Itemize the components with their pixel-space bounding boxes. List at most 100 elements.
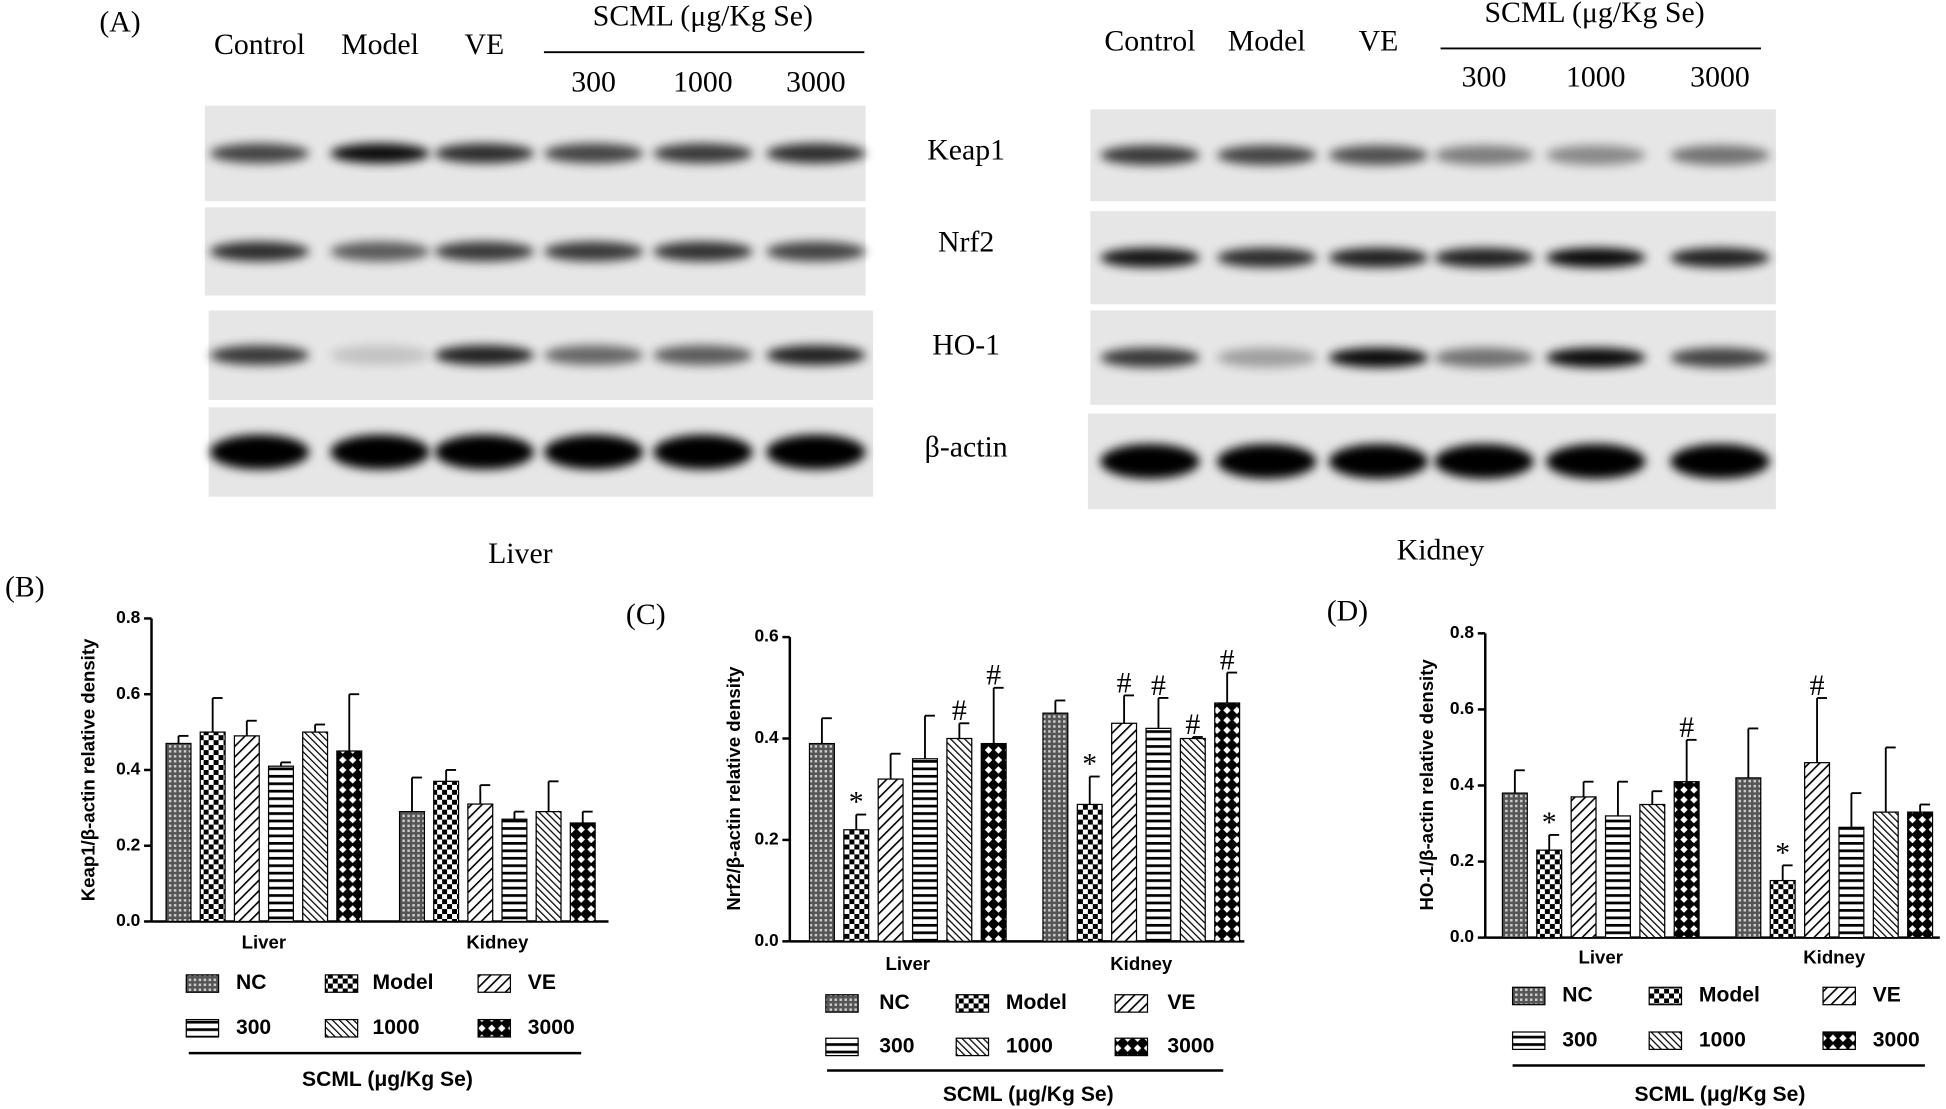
bar bbox=[569, 822, 596, 923]
blot-strip bbox=[1090, 211, 1776, 305]
dose-label: 3000 bbox=[786, 65, 846, 98]
legend-label: NC bbox=[879, 991, 909, 1014]
legend-swatch bbox=[477, 974, 512, 993]
western-blot: (A) Control Model VE SCML (μg/Kg Se) 300 1000 3… bbox=[99, 0, 1776, 570]
bar-charts: (B) Keap1/β-actin relative density 0.0 0.2 0… bbox=[5, 571, 1940, 1106]
error-bar bbox=[1157, 697, 1169, 729]
bar bbox=[433, 780, 460, 923]
legend-label: VE bbox=[528, 971, 556, 994]
lane-label: Control bbox=[1104, 24, 1195, 57]
legend-swatch bbox=[825, 1037, 859, 1057]
error-bar bbox=[958, 722, 970, 739]
legend-swatch bbox=[324, 1018, 359, 1038]
blot-strip bbox=[1087, 413, 1776, 510]
blot-band bbox=[543, 434, 644, 470]
blot-band bbox=[1328, 247, 1429, 268]
error-bar bbox=[1088, 775, 1100, 805]
bar bbox=[946, 737, 973, 942]
bar bbox=[267, 765, 295, 923]
legend-title: SCML (μg/Kg Se) bbox=[302, 1068, 473, 1091]
blot-band bbox=[766, 143, 866, 164]
blot-band bbox=[1546, 443, 1646, 479]
blot-strip bbox=[204, 105, 866, 202]
legend-swatch bbox=[955, 994, 990, 1013]
error-bar bbox=[1226, 671, 1238, 704]
blot-band bbox=[330, 345, 430, 366]
legend-label: 300 bbox=[236, 1016, 271, 1039]
legend-title: SCML (μg/Kg Se) bbox=[943, 1083, 1114, 1106]
protein-label: β-actin bbox=[925, 430, 1008, 463]
blot-band bbox=[1217, 347, 1317, 368]
error-bar bbox=[1781, 864, 1793, 881]
blot-band bbox=[1100, 347, 1200, 368]
bar bbox=[398, 811, 426, 923]
blot-band bbox=[330, 434, 430, 470]
legend-label: 1000 bbox=[1006, 1034, 1053, 1057]
x-tick-label: Kidney bbox=[1803, 947, 1866, 968]
bar bbox=[1111, 722, 1138, 942]
lane-label: Control bbox=[214, 28, 305, 61]
bar bbox=[1872, 811, 1899, 939]
error-bar bbox=[1747, 727, 1759, 778]
blot-band bbox=[1434, 247, 1534, 268]
blot-band bbox=[330, 241, 430, 262]
error-bar bbox=[1816, 697, 1827, 763]
error-bar bbox=[479, 784, 491, 805]
legend-label: Model bbox=[373, 971, 434, 994]
bar bbox=[1145, 727, 1172, 942]
y-tick-label: 0.0 bbox=[116, 910, 140, 930]
blot-band bbox=[1434, 347, 1534, 368]
y-tick-label: 0.2 bbox=[1450, 850, 1474, 870]
y-tick-label: 0.8 bbox=[1450, 622, 1474, 642]
error-bar bbox=[245, 719, 257, 736]
bar bbox=[911, 758, 939, 942]
blot-band bbox=[653, 345, 753, 366]
error-bar bbox=[1919, 803, 1931, 813]
legend-swatch bbox=[1822, 1031, 1856, 1051]
error-bar bbox=[547, 780, 559, 812]
legend-label: Model bbox=[1699, 984, 1760, 1007]
error-bar bbox=[992, 686, 1004, 744]
y-tick-label: 0.6 bbox=[116, 683, 140, 703]
bar bbox=[1214, 702, 1241, 942]
blot-band bbox=[1328, 347, 1429, 368]
significance-mark: # bbox=[1117, 666, 1132, 699]
bar bbox=[877, 778, 904, 942]
bar bbox=[1536, 849, 1563, 939]
bar bbox=[199, 731, 226, 923]
blot-band bbox=[434, 241, 535, 262]
blot-band bbox=[766, 241, 866, 262]
panel-label: (D) bbox=[1327, 594, 1368, 627]
bar bbox=[1604, 815, 1631, 939]
legend-label: 3000 bbox=[1167, 1034, 1214, 1057]
significance-mark: # bbox=[1185, 708, 1200, 741]
legend-swatch bbox=[1511, 986, 1546, 1006]
significance-mark: # bbox=[986, 659, 1001, 692]
bar bbox=[336, 750, 363, 923]
blot-band bbox=[543, 143, 644, 164]
legend-label: 1000 bbox=[1699, 1028, 1746, 1051]
bar bbox=[165, 742, 192, 923]
dose-label: 300 bbox=[571, 65, 616, 98]
tissue-label: Liver bbox=[488, 537, 553, 570]
legend-label: NC bbox=[236, 971, 266, 994]
y-tick-label: 0.4 bbox=[116, 759, 140, 779]
legend-label: 300 bbox=[879, 1034, 914, 1057]
tissue-label: Kidney bbox=[1397, 533, 1485, 566]
blot-band bbox=[1670, 247, 1770, 268]
error-bar bbox=[1191, 736, 1203, 739]
error-bar bbox=[889, 752, 901, 780]
blot-band bbox=[1546, 247, 1646, 268]
error-bar bbox=[1513, 769, 1525, 794]
y-tick-label: 0.0 bbox=[1450, 926, 1474, 946]
legend-swatch bbox=[1822, 986, 1856, 1006]
blot-band bbox=[543, 241, 644, 262]
legend-label: 300 bbox=[1562, 1028, 1597, 1051]
legend-label: 3000 bbox=[528, 1016, 575, 1039]
dose-label: 3000 bbox=[1690, 60, 1750, 93]
protein-label: HO-1 bbox=[932, 329, 1000, 362]
group-label: SCML (μg/Kg Se) bbox=[1484, 0, 1704, 29]
y-tick-label: 0.2 bbox=[116, 834, 140, 854]
y-tick-label: 0.8 bbox=[116, 607, 140, 627]
y-tick-label: 0.4 bbox=[754, 727, 778, 747]
